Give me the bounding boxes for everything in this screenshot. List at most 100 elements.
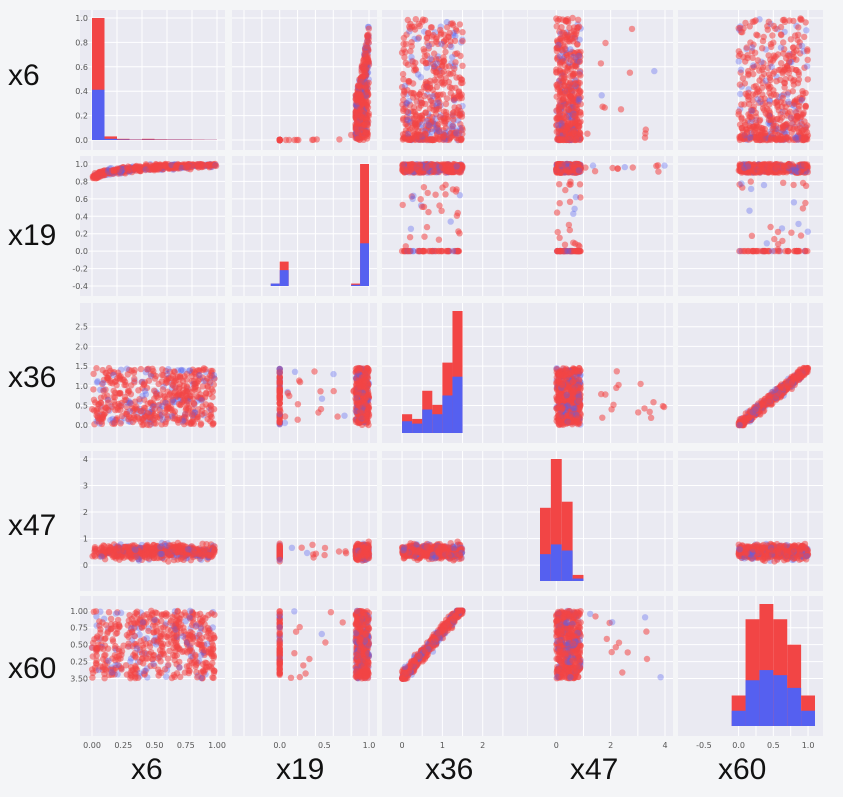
point-x6-x60-433	[742, 80, 748, 86]
point-x19-x47-117	[555, 229, 561, 235]
point-x36-x6-461	[162, 421, 168, 427]
point-x36-x6-308	[125, 371, 131, 377]
point-x36-x6-494	[146, 378, 152, 384]
point-x36-x6-337	[187, 367, 193, 373]
point-x6-x60-447	[745, 96, 751, 102]
point-x6-x60-485	[749, 124, 755, 130]
point-x6-x19-486	[362, 50, 368, 56]
point-x6-x36-453	[423, 85, 429, 91]
point-x6-x60-349	[766, 19, 772, 25]
point-x6-x60-500	[787, 125, 793, 131]
point-x6-x36-392	[449, 54, 455, 60]
point-x6-x47-502	[573, 136, 579, 142]
point-x19-x60-18	[746, 208, 752, 214]
point-x19-x6-517	[156, 164, 162, 170]
point-x19-x60-318	[795, 221, 801, 227]
point-x19-x60-500	[788, 230, 794, 236]
point-x36-x19-12	[331, 388, 337, 394]
point-x19-x60-501	[760, 166, 766, 172]
point-x36-x6-407	[180, 367, 186, 373]
point-x36-x6-514	[198, 422, 204, 428]
point-x36-x19-67	[295, 401, 301, 407]
point-x6-x60-464	[741, 101, 747, 107]
point-x36-x6-88	[93, 365, 99, 371]
point-x36-x6-445	[153, 420, 159, 426]
point-x19-x36-274	[442, 182, 448, 188]
point-x6-x19-516	[277, 137, 283, 143]
point-x6-x60-383	[747, 23, 753, 29]
point-x6-x36-272	[421, 48, 427, 54]
point-x6-x60-477	[804, 48, 810, 54]
point-x6-x36-406	[427, 55, 433, 61]
point-x36-x6-460	[162, 409, 168, 415]
point-x6-x19-500	[363, 66, 369, 72]
point-x6-x60-509	[768, 137, 774, 143]
panel-x36-x6: 0.00.51.01.52.02.5	[75, 303, 225, 443]
point-x19-x60-193	[798, 232, 804, 238]
point-x6-x47-439	[569, 15, 575, 21]
point-x6-x60-456	[794, 119, 800, 125]
point-x36-x6-380	[105, 399, 111, 405]
point-x19-x36-514	[439, 164, 445, 170]
point-x19-x6-514	[149, 165, 155, 171]
point-x6-x47-515	[627, 70, 633, 76]
point-x6-x36-485	[437, 92, 443, 98]
point-x6-x36-438	[406, 78, 412, 84]
point-x19-x47-455	[557, 200, 563, 206]
point-x6-x47-505	[560, 79, 566, 85]
point-x19-x60-344	[775, 229, 781, 235]
point-x6-x36-494	[433, 60, 439, 66]
point-x36-x6-464	[100, 388, 106, 394]
point-x6-x19-519	[358, 94, 364, 100]
point-x6-x60-233	[759, 45, 765, 51]
point-x6-x47-516	[555, 122, 561, 128]
panel-x19-x19	[232, 156, 377, 296]
panel-x6-x19	[232, 10, 377, 150]
point-x6-x36-391	[434, 84, 440, 90]
point-x36-x6-472	[105, 407, 111, 413]
point-x6-x36-484	[459, 113, 465, 119]
point-x6-x19-506	[365, 104, 371, 110]
point-x6-x19-515	[366, 80, 372, 86]
point-x6-x47-518	[567, 46, 573, 52]
point-x6-x60-515	[747, 134, 753, 140]
point-x6-x60-510	[770, 123, 776, 129]
point-x36-x6-358	[90, 371, 96, 377]
point-x6-x47-513	[553, 45, 559, 51]
point-x6-x36-350	[414, 36, 420, 42]
point-x6-x60-467	[783, 134, 789, 140]
point-x19-x60-457	[742, 248, 748, 254]
point-x36-x6-489	[139, 393, 145, 399]
point-x6-x47-486	[554, 23, 560, 29]
point-x6-x47-455	[576, 53, 582, 59]
point-x6-x60-140	[737, 121, 743, 127]
point-x6-x47-249	[618, 106, 624, 112]
y-tick-x19-5: 0.6	[75, 195, 88, 204]
point-x36-x6-495	[183, 393, 189, 399]
y-tick-x19-0: -0.4	[72, 282, 88, 291]
point-x36-x6-488	[199, 411, 205, 417]
point-x19-x36-519	[454, 163, 460, 169]
point-x19-x6-518	[195, 163, 201, 169]
point-x6-x60-161	[768, 44, 774, 50]
point-x6-x36-408	[456, 104, 462, 110]
point-x36-x6-503	[194, 393, 200, 399]
point-x6-x36-493	[415, 128, 421, 134]
point-x6-x36-458	[408, 39, 414, 45]
point-x19-x60-267	[748, 178, 754, 184]
point-x19-x36-175	[418, 196, 424, 202]
point-x6-x60-95	[801, 34, 807, 40]
point-x19-x47-510	[575, 248, 581, 254]
panel-x6-x6: 0.00.20.40.60.81.0	[75, 10, 225, 150]
point-x6-x47-482	[553, 15, 559, 21]
point-x6-x60-505	[737, 25, 743, 31]
hist-bar-x19-b-4	[280, 270, 289, 286]
point-x6-x36-516	[413, 122, 419, 128]
point-x36-x6-264	[90, 386, 96, 392]
point-x19-x36-324	[438, 208, 444, 214]
point-x6-x60-59	[769, 32, 775, 38]
y-tick-x36-2: 1.0	[75, 382, 88, 391]
point-x19-x36-303	[453, 186, 459, 192]
point-x6-x36-500	[452, 95, 458, 101]
point-x6-x36-470	[433, 69, 439, 75]
